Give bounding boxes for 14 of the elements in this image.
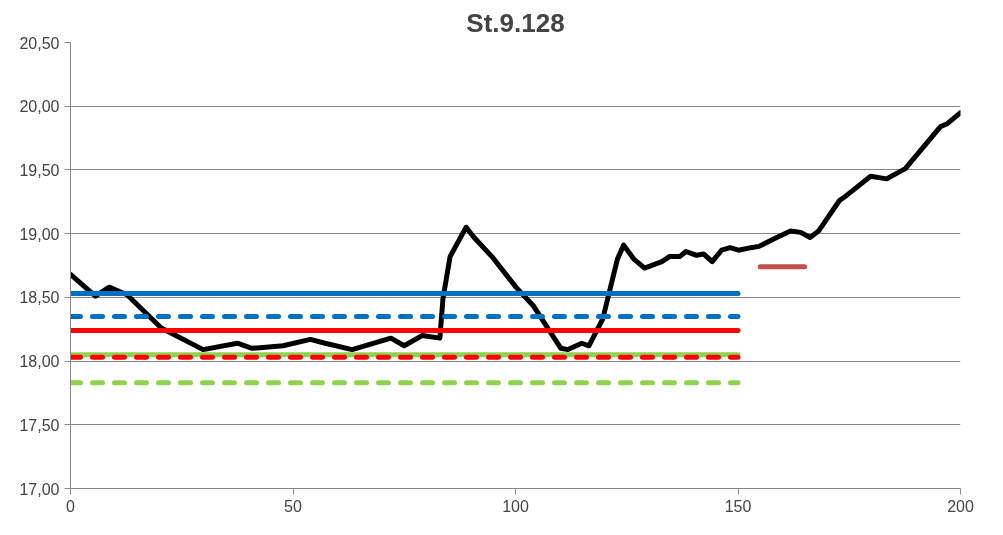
- y-tick-label: 18,50: [19, 289, 60, 307]
- y-tick-label: 19,00: [19, 225, 60, 243]
- x-tick-label: 0: [66, 497, 76, 515]
- x-tick-label: 100: [502, 497, 529, 515]
- y-tick-label: 20,50: [19, 34, 60, 52]
- y-tick-label: 18,00: [19, 353, 60, 371]
- x-tick-label: 200: [947, 497, 974, 515]
- x-tick-label: 50: [284, 497, 302, 515]
- y-tick-label: 17,00: [19, 480, 60, 498]
- chart-title: St.9.128: [466, 7, 565, 38]
- x-tick-label: 150: [724, 497, 752, 515]
- y-tick-label: 17,50: [19, 416, 60, 434]
- y-tick-label: 19,50: [19, 161, 60, 179]
- y-tick-label: 20,00: [19, 98, 60, 116]
